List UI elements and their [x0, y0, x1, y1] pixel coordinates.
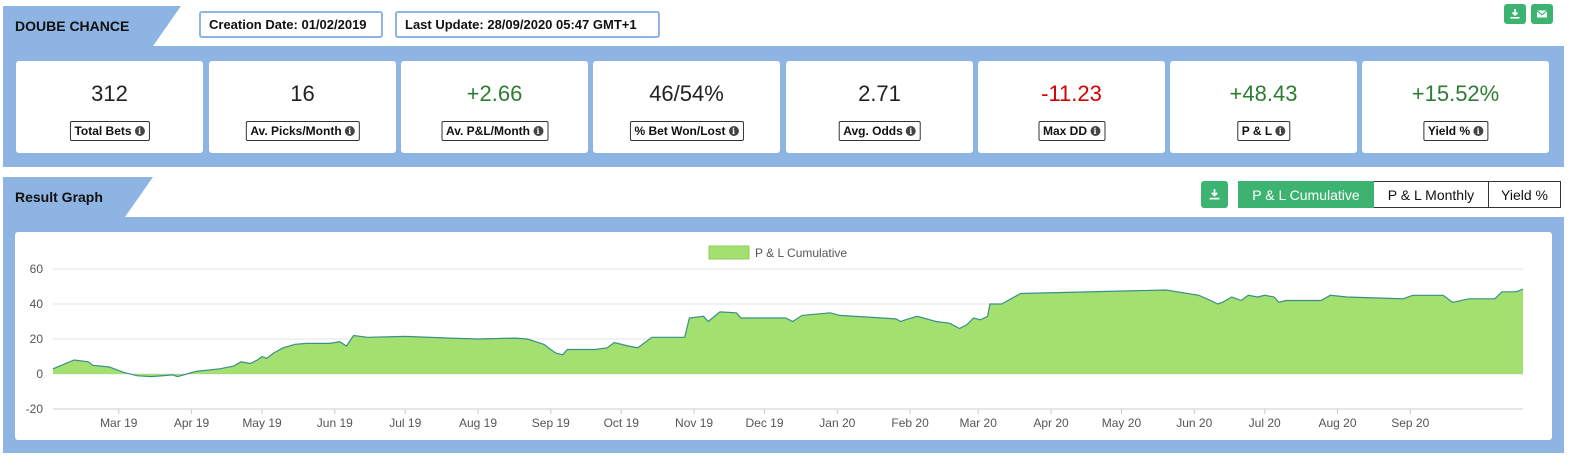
stat-label-text: % Bet Won/Lost: [634, 124, 726, 138]
stat-label-won-lost[interactable]: % Bet Won/Lost i: [629, 121, 744, 141]
x-tick-label: Oct 19: [604, 416, 640, 430]
stat-label-text: Av. Picks/Month: [250, 124, 342, 138]
toggle-yield[interactable]: Yield %: [1489, 181, 1561, 208]
info-icon[interactable]: i: [134, 126, 145, 136]
stat-label-text: Av. P&L/Month: [446, 124, 530, 138]
stat-card-yield: +15.52% Yield % i: [1362, 61, 1549, 153]
x-tick-label: Aug 20: [1318, 416, 1356, 430]
stat-value: 46/54%: [649, 81, 724, 106]
creation-date-badge: Creation Date: 01/02/2019: [199, 11, 383, 38]
info-icon[interactable]: i: [1275, 126, 1286, 136]
stat-value: 312: [91, 81, 128, 106]
x-tick-label: Feb 20: [891, 416, 929, 430]
stat-card-total-bets: 312 Total Bets i: [16, 61, 203, 153]
stats-panel: 312 Total Bets i 16 Av. Picks/Month i +2.6…: [3, 46, 1564, 167]
info-icon[interactable]: i: [1473, 126, 1484, 136]
x-tick-label: Sep 19: [532, 416, 570, 430]
info-icon[interactable]: i: [905, 126, 916, 136]
stat-label-text: Avg. Odds: [843, 124, 903, 138]
export-button[interactable]: [1504, 4, 1526, 24]
download-icon: [1209, 189, 1220, 200]
stat-value: +15.52%: [1411, 81, 1500, 106]
info-icon[interactable]: i: [344, 126, 355, 136]
x-tick-label: Mar 20: [960, 416, 998, 430]
section-title: DOUBE CHANCE: [3, 6, 181, 46]
legend-swatch: [708, 245, 750, 260]
graph-card: -20 0 20 40 60 Mar 19 Apr 19 May 19 Jun 19 Jul 19…: [15, 232, 1552, 440]
graph-download-button[interactable]: [1201, 181, 1228, 208]
result-graph-title: Result Graph: [3, 177, 153, 217]
x-tick-label: Aug 19: [459, 416, 497, 430]
stat-label-text: Max DD: [1042, 124, 1088, 138]
stat-label-text: Yield %: [1427, 124, 1471, 138]
info-icon[interactable]: i: [728, 126, 739, 136]
stat-label-pl-month[interactable]: Av. P&L/Month i: [441, 121, 548, 141]
stat-value: -11.23: [1041, 81, 1102, 106]
toggle-pl-monthly[interactable]: P & L Monthly: [1374, 181, 1489, 208]
y-tick-label: 60: [30, 262, 44, 276]
stat-label-total-bets[interactable]: Total Bets i: [69, 121, 150, 141]
info-icon[interactable]: i: [533, 126, 543, 136]
y-tick-label: -20: [26, 402, 44, 416]
stat-label-avg-odds[interactable]: Avg. Odds i: [838, 121, 921, 141]
x-tick-label: Sep 20: [1391, 416, 1429, 430]
email-button[interactable]: [1531, 4, 1553, 24]
x-tick-label: May 20: [1102, 416, 1142, 430]
pl-cumulative-area: [53, 289, 1523, 377]
x-tick-label: Jun 20: [1176, 416, 1212, 430]
y-tick-label: 40: [30, 297, 44, 311]
graph-panel: -20 0 20 40 60 Mar 19 Apr 19 May 19 Jun 19 Jul 19…: [3, 217, 1564, 453]
x-tick-label: Jun 19: [317, 416, 353, 430]
result-graph-title-text: Result Graph: [15, 189, 103, 205]
x-tick-label: Dec 19: [746, 416, 784, 430]
stat-card-avg-odds: 2.71 Avg. Odds i: [786, 61, 973, 153]
x-tick-label: Jul 19: [389, 416, 421, 430]
last-update-badge: Last Update: 28/09/2020 05:47 GMT+1: [395, 11, 660, 38]
x-tick-label: Mar 19: [100, 416, 138, 430]
x-tick-label: Apr 19: [174, 416, 210, 430]
stat-label-max-dd[interactable]: Max DD i: [1037, 121, 1106, 141]
x-tick-label: Jan 20: [819, 416, 855, 430]
x-tick-label: Jul 20: [1249, 416, 1281, 430]
pl-cumulative-line: [52, 288, 1524, 378]
info-icon[interactable]: i: [1090, 126, 1101, 136]
stat-value: 2.71: [858, 81, 901, 106]
toggle-pl-cumulative[interactable]: P & L Cumulative: [1238, 181, 1374, 208]
stat-card-won-lost: 46/54% % Bet Won/Lost i: [593, 61, 780, 153]
y-tick-label: 20: [30, 332, 44, 346]
stat-card-max-dd: -11.23 Max DD i: [978, 61, 1165, 153]
envelope-icon: [1536, 10, 1548, 18]
stat-value: +2.66: [466, 81, 523, 106]
stat-card-pl-month: +2.66 Av. P&L/Month i: [401, 61, 588, 153]
section-title-text: DOUBE CHANCE: [15, 18, 130, 34]
pl-cumulative-chart: -20 0 20 40 60 Mar 19 Apr 19 May 19 Jun 19 Jul 19…: [26, 245, 1524, 430]
y-tick-label: 0: [36, 367, 43, 381]
stat-label-text: Total Bets: [74, 124, 132, 138]
x-tick-label: Apr 20: [1033, 416, 1069, 430]
x-tick-label: Nov 19: [675, 416, 713, 430]
stat-label-text: P & L: [1241, 124, 1273, 138]
legend-label: P & L Cumulative: [755, 246, 847, 260]
stat-label-picks-month[interactable]: Av. Picks/Month i: [245, 121, 360, 141]
x-tick-label: May 19: [242, 416, 282, 430]
stat-card-picks-month: 16 Av. Picks/Month i: [209, 61, 396, 153]
graph-mode-toggle: P & L Cumulative P & L Monthly Yield %: [1238, 181, 1561, 208]
stat-value: +48.43: [1229, 81, 1298, 106]
stat-value: 16: [290, 81, 315, 106]
stat-label-yield[interactable]: Yield % i: [1422, 121, 1489, 141]
download-icon: [1510, 9, 1520, 19]
